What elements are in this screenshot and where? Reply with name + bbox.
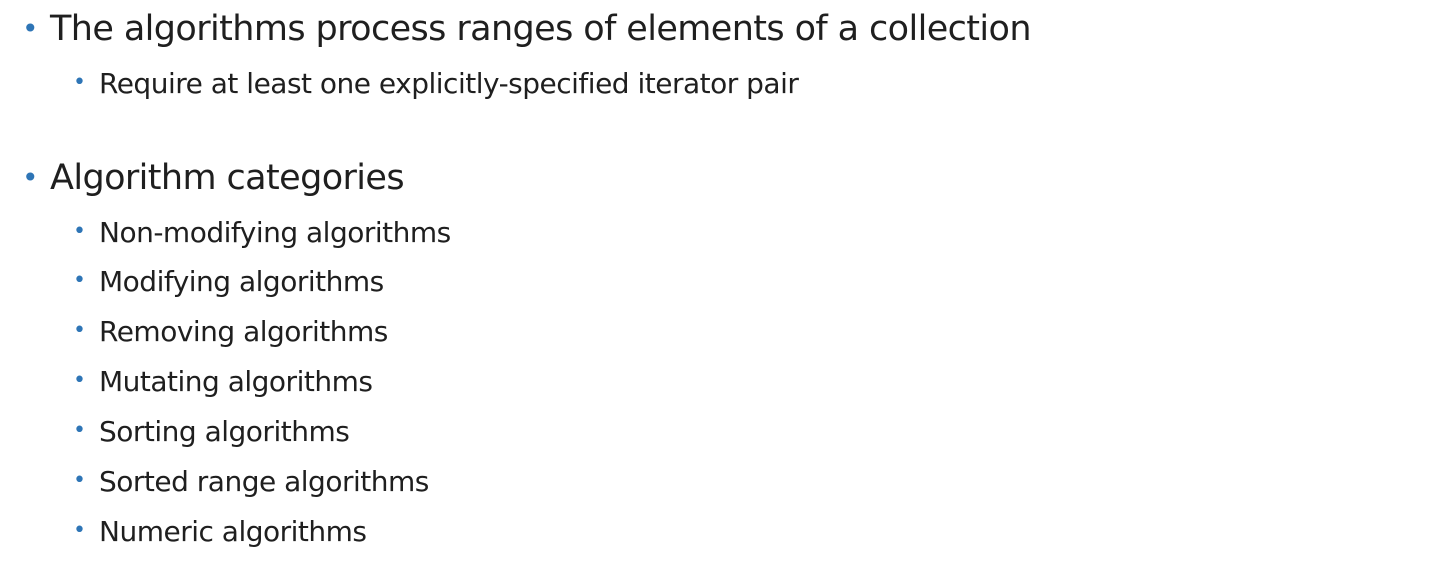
sub-bullet-text: Require at least one explicitly-specifie… [99, 66, 799, 100]
sub-bullet-sorting: • Sorting algorithms [73, 412, 350, 450]
sub-bullet-text: Non-modifying algorithms [99, 215, 451, 249]
sub-bullet-numeric: • Numeric algorithms [73, 512, 367, 550]
bullet-dot-icon: • [73, 268, 86, 293]
sub-bullet-text: Mutating algorithms [99, 364, 373, 398]
bullet-algorithms-process-ranges: • The algorithms process ranges of eleme… [22, 6, 1032, 52]
sub-bullet-removing: • Removing algorithms [73, 312, 388, 350]
sub-bullet-text: Sorting algorithms [99, 414, 350, 448]
bullet-dot-icon: • [73, 219, 86, 244]
bullet-text: The algorithms process ranges of element… [50, 9, 1032, 49]
bullet-algorithm-categories: • Algorithm categories [22, 155, 405, 201]
bullet-dot-icon: • [73, 418, 86, 443]
bullet-dot-icon: • [22, 161, 39, 194]
bullet-dot-icon: • [73, 70, 86, 95]
bullet-dot-icon: • [22, 12, 39, 45]
bullet-dot-icon: • [73, 468, 86, 493]
sub-bullet-iterator-pair: • Require at least one explicitly-specif… [73, 64, 799, 102]
bullet-dot-icon: • [73, 368, 86, 393]
sub-bullet-non-modifying: • Non-modifying algorithms [73, 213, 451, 251]
sub-bullet-text: Removing algorithms [99, 314, 388, 348]
bullet-text: Algorithm categories [50, 158, 405, 198]
sub-bullet-text: Sorted range algorithms [99, 464, 429, 498]
bullet-dot-icon: • [73, 518, 86, 543]
sub-bullet-mutating: • Mutating algorithms [73, 362, 373, 400]
sub-bullet-sorted-range: • Sorted range algorithms [73, 462, 429, 500]
sub-bullet-modifying: • Modifying algorithms [73, 262, 384, 300]
bullet-dot-icon: • [73, 318, 86, 343]
sub-bullet-text: Modifying algorithms [99, 264, 384, 298]
sub-bullet-text: Numeric algorithms [99, 514, 367, 548]
